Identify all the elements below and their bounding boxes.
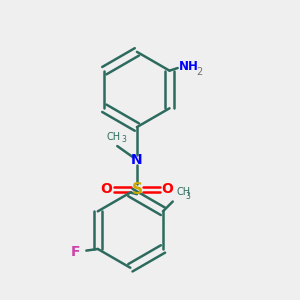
Text: CH: CH (176, 187, 190, 196)
Text: S: S (131, 182, 142, 197)
Text: NH: NH (179, 60, 199, 73)
Text: O: O (100, 182, 112, 196)
Text: O: O (161, 182, 173, 196)
Text: F: F (70, 245, 80, 259)
Text: 3: 3 (121, 135, 126, 144)
Text: 3: 3 (185, 191, 190, 200)
Text: CH: CH (107, 132, 121, 142)
Text: N: N (131, 153, 143, 167)
Text: 2: 2 (196, 67, 203, 77)
